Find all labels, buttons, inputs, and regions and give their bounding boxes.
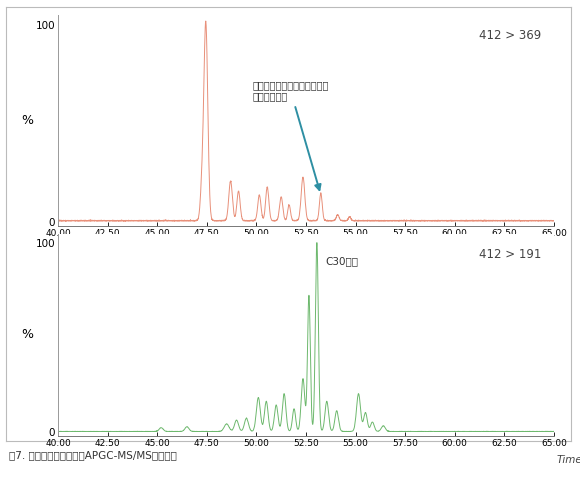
Text: 412 > 191: 412 > 191 — [479, 248, 542, 261]
Text: Time: Time — [556, 455, 580, 465]
Text: 412 > 369: 412 > 369 — [479, 29, 542, 42]
Text: 图7. 确认不含羽扇豆烷的APGC-MS/MS色谱图。: 图7. 确认不含羽扇豆烷的APGC-MS/MS色谱图。 — [9, 450, 176, 461]
Text: 此处无峰表明存在齐墩果烷，
不含羽扇豆烷: 此处无峰表明存在齐墩果烷， 不含羽扇豆烷 — [252, 80, 329, 190]
Y-axis label: %: % — [21, 328, 33, 341]
Text: C30蕃烷: C30蕃烷 — [326, 257, 359, 266]
Y-axis label: %: % — [21, 114, 33, 127]
